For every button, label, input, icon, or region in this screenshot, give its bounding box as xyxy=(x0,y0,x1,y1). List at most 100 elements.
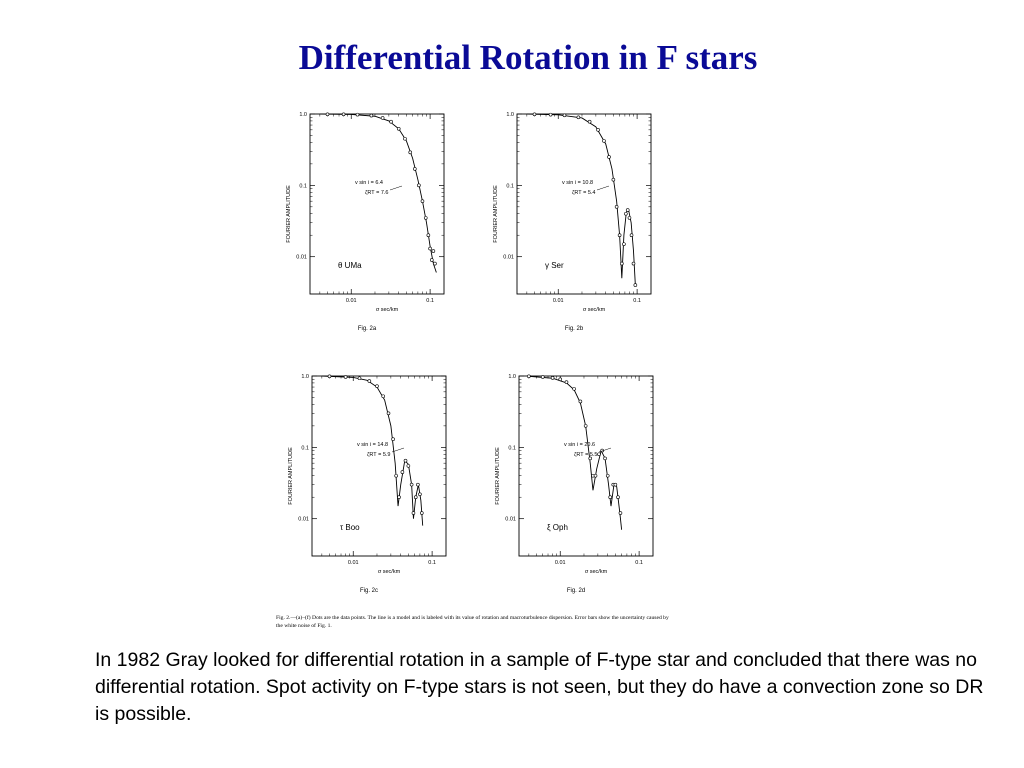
data-point xyxy=(548,112,553,117)
data-point xyxy=(597,452,601,457)
data-point xyxy=(562,113,567,118)
chart-c: 1.0 0.1 0.01 0.01 0.1 FOURIER AMPLITUDE σ sec/… xyxy=(288,374,447,594)
data-point xyxy=(614,205,619,209)
data-point xyxy=(605,473,610,478)
data-point xyxy=(375,384,379,388)
y-tick-label: 0.01 xyxy=(298,517,309,523)
data-point xyxy=(369,113,374,118)
data-point xyxy=(341,112,346,117)
plot-frame xyxy=(309,113,445,295)
data-point xyxy=(428,246,432,251)
data-point xyxy=(403,136,407,141)
star-label: γ Ser xyxy=(545,261,564,270)
data-point xyxy=(550,376,555,380)
data-point xyxy=(380,116,385,120)
annotation-pointer xyxy=(389,185,403,191)
data-point xyxy=(558,377,563,382)
data-point xyxy=(327,374,332,379)
data-point xyxy=(357,376,362,381)
annotation-zeta: ζRT = 5.4 xyxy=(572,190,595,196)
data-point xyxy=(613,482,618,487)
data-point xyxy=(394,473,398,478)
data-point xyxy=(386,411,391,416)
data-point xyxy=(583,424,588,428)
data-point xyxy=(527,374,531,379)
data-point xyxy=(431,249,436,253)
x-tick-label: 0.01 xyxy=(348,560,359,566)
data-point xyxy=(564,380,569,384)
data-point xyxy=(423,216,428,220)
y-tick-label: 0.1 xyxy=(508,445,516,451)
data-point xyxy=(625,208,630,212)
data-point xyxy=(596,128,600,132)
x-tick-label: 0.1 xyxy=(633,298,641,304)
data-point xyxy=(409,482,414,487)
data-point xyxy=(620,261,624,266)
data-point xyxy=(403,458,408,463)
y-tick-label: 1.0 xyxy=(508,374,516,380)
plot-frame xyxy=(311,375,447,557)
data-point xyxy=(593,473,598,478)
data-point xyxy=(411,511,416,515)
data-point xyxy=(607,155,611,159)
data-point xyxy=(429,258,434,262)
x-axis-label: σ sec/km xyxy=(583,307,606,313)
data-point xyxy=(413,167,417,171)
data-point xyxy=(397,495,401,500)
data-point xyxy=(617,233,622,238)
data-point xyxy=(389,119,393,124)
x-tick-label: 0.01 xyxy=(555,560,566,566)
model-line xyxy=(526,113,636,286)
x-tick-label: 0.1 xyxy=(428,560,436,566)
data-point xyxy=(576,115,581,120)
annotation-vsini: v sin i = 10.8 xyxy=(562,180,593,186)
data-point xyxy=(633,283,638,287)
data-point xyxy=(420,199,425,203)
data-point xyxy=(603,456,607,461)
data-point xyxy=(418,492,422,497)
x-tick-label: 0.01 xyxy=(553,298,564,304)
slide-title: Differential Rotation in F stars xyxy=(298,38,758,77)
y-axis-label: FOURIER AMPLITUDE xyxy=(495,447,501,505)
annotation-zeta: ζRT = 7.6 xyxy=(365,190,388,196)
x-tick-label: 0.1 xyxy=(635,560,643,566)
data-point xyxy=(611,177,616,182)
y-tick-label: 0.01 xyxy=(296,255,307,261)
star-label: ξ Oph xyxy=(547,523,568,532)
annotation-vsini: v sin i = 20.6 xyxy=(564,442,595,448)
y-tick-label: 0.1 xyxy=(301,445,309,451)
chart-panel-d: 1.0 0.1 0.01 0.01 0.1 FOURIER AMPLITUDE σ sec/… xyxy=(489,366,689,606)
data-point xyxy=(629,233,634,238)
data-point xyxy=(355,112,360,117)
y-tick-label: 0.01 xyxy=(503,255,514,261)
figure-label: Fig. 2d xyxy=(567,588,585,594)
y-tick-label: 1.0 xyxy=(301,374,309,380)
figure-label: Fig. 2a xyxy=(358,326,377,332)
data-point xyxy=(417,183,421,188)
data-point xyxy=(618,511,623,515)
star-label: θ UMa xyxy=(338,261,362,270)
chart-panel-b: 1.0 0.1 0.01 0.01 0.1 FOURIER AMPLITUDE σ sec/… xyxy=(487,104,687,344)
y-axis-label: FOURIER AMPLITUDE xyxy=(288,447,294,505)
data-point xyxy=(325,112,330,117)
figure-label: Fig. 2b xyxy=(565,326,584,332)
data-point xyxy=(587,119,592,124)
annotation-pointer xyxy=(391,447,405,453)
data-point xyxy=(631,261,636,266)
data-point xyxy=(616,495,620,500)
chart-panel-a: 1.0 0.1 0.01 0.01 0.1 FOURIER AMPLITUDE σ sec/… xyxy=(280,104,480,344)
y-axis-label: FOURIER AMPLITUDE xyxy=(286,185,292,243)
plot-frame xyxy=(516,113,652,295)
chart-d: 1.0 0.1 0.01 0.01 0.1 FOURIER AMPLITUDE σ sec/… xyxy=(495,374,654,594)
annotation-pointer xyxy=(596,185,610,191)
data-point xyxy=(608,495,613,500)
data-point xyxy=(624,211,628,216)
model-line xyxy=(319,113,437,273)
data-point xyxy=(622,242,626,246)
data-point xyxy=(413,495,418,500)
data-point xyxy=(408,150,413,155)
data-point xyxy=(426,233,431,238)
model-line xyxy=(321,375,424,526)
annotation-vsini: v sin i = 6.4 xyxy=(355,180,383,186)
x-tick-label: 0.01 xyxy=(346,298,357,304)
